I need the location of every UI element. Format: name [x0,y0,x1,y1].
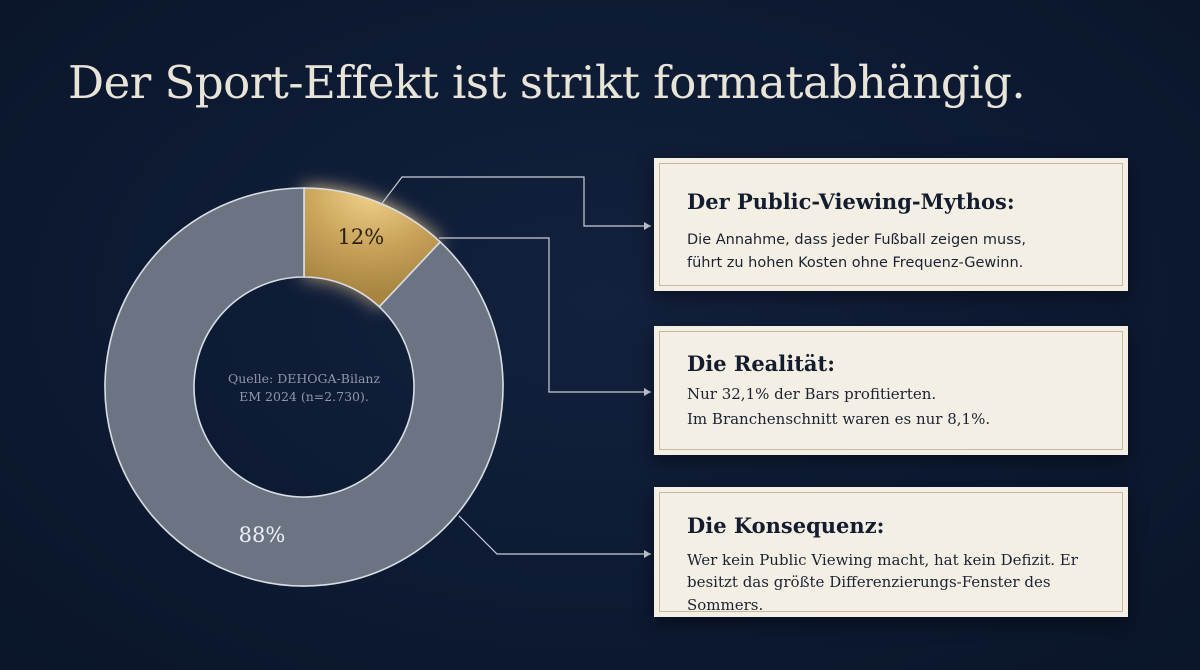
center-source-line-1: Quelle: DEHOGA-Bilanz [228,371,380,386]
card-text-line: Nur 32,1% der Bars profitierten. [687,385,937,403]
card-heading: Die Konsequenz: [687,513,885,538]
connector-line-reality [439,237,651,393]
card-text-line: besitzt das größte Differenzierungs-Fens… [687,573,1051,614]
card-text-line: führt zu hohen Kosten ohne Frequenz-Gewi… [687,255,1024,271]
card-reality: Die Realität: Nur 32,1% der Bars profiti… [654,326,1128,455]
connector-arrow-consequence [644,550,651,558]
slice-label-12: 12% [337,225,384,249]
card-public-viewing-myth: Der Public-Viewing-Mythos: Die Annahme, … [654,158,1128,291]
connector-line-consequence [458,515,651,555]
slice-label-88: 88% [239,523,286,547]
connector-line-myth [379,176,651,227]
card-text-line: Wer kein Public Viewing macht, hat kein … [687,551,1078,569]
card-heading: Die Realität: [687,351,835,376]
card-heading: Der Public-Viewing-Mythos: [687,189,1015,214]
connector-arrow-reality [644,388,651,396]
donut-slice-88 [104,187,504,587]
page-title: Der Sport-Effekt ist strikt formatabhäng… [68,56,1026,109]
card-consequence: Die Konsequenz: Wer kein Public Viewing … [654,487,1128,617]
card-text-line: Die Annahme, dass jeder Fußball zeigen m… [687,232,1026,248]
center-source-line-2: EM 2024 (n=2.730). [239,389,369,404]
card-text-line: Im Branchenschnitt waren es nur 8,1%. [687,410,991,428]
connector-arrow-myth [644,222,651,230]
